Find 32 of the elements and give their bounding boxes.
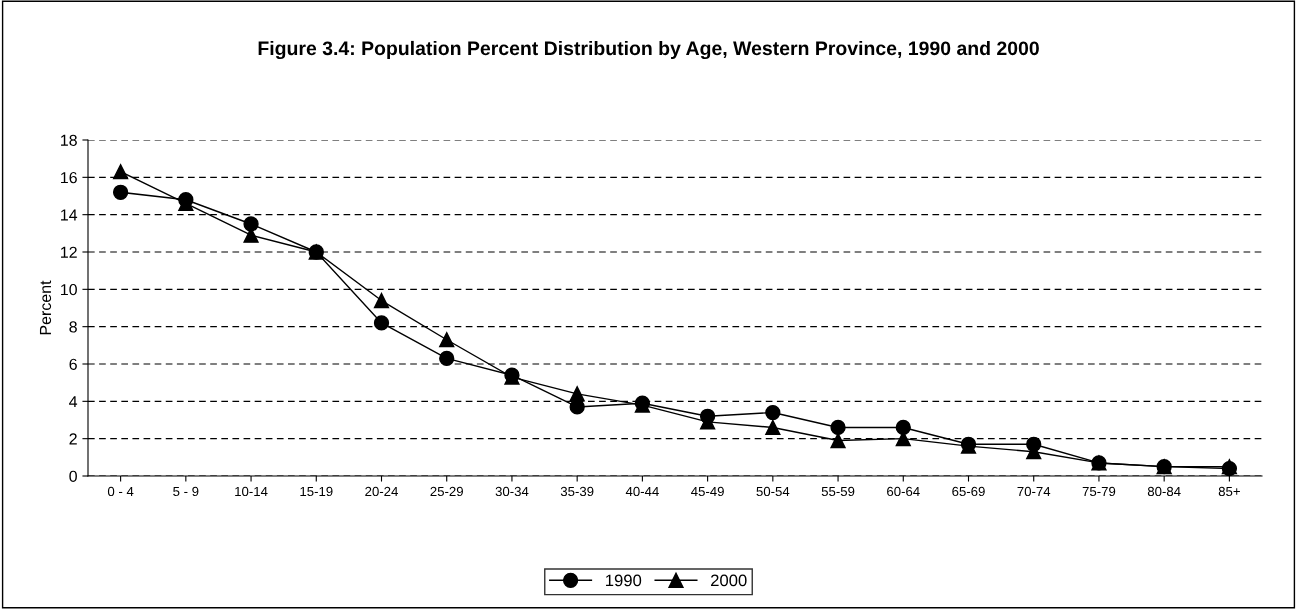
x-tick-label: 80-84 [1147, 486, 1181, 497]
x-tick-label: 20-24 [365, 486, 398, 497]
x-tick-label: 10-14 [235, 486, 268, 497]
y-tick-label: 14 [61, 209, 78, 221]
x-tick-label: 25-29 [430, 486, 463, 497]
x-tick-label: 40-44 [625, 486, 659, 497]
x-tick-label: 60-64 [887, 486, 920, 497]
x-tick-label: 75-79 [1082, 486, 1116, 497]
y-tick-label: 12 [61, 246, 77, 258]
y-tick-label: 2 [69, 433, 77, 445]
x-tick-label: 5 - 9 [173, 486, 199, 497]
x-tick-label: 70-74 [1017, 486, 1051, 497]
legend-label: 2000 [711, 574, 747, 587]
x-tick-label: 15-19 [300, 486, 333, 497]
y-tick-label: 10 [61, 283, 77, 296]
y-tick-label: 8 [69, 321, 77, 333]
y-tick-label: 0 [69, 470, 77, 482]
x-tick-label: 85+ [1218, 486, 1240, 497]
y-tick-label: 6 [69, 358, 77, 370]
y-tick-label: 4 [69, 396, 78, 408]
y-tick-label: 16 [61, 171, 77, 184]
x-tick-label: 30-34 [495, 486, 529, 497]
x-tick-label: 65-69 [952, 486, 985, 497]
x-tick-label: 0 - 4 [107, 486, 134, 497]
chart-title: Figure 3.4: Population Percent Distribution by Age, Western Province, 1990 and 2000 [258, 40, 1039, 60]
y-axis-title: Percent [39, 280, 52, 335]
y-tick-label: 18 [61, 134, 77, 146]
x-tick-label: 45-49 [691, 486, 724, 497]
x-tick-label: 50-54 [756, 486, 790, 497]
x-tick-label: 55-59 [821, 486, 855, 497]
legend-label: 1990 [606, 574, 642, 587]
x-tick-label: 35-39 [560, 486, 594, 497]
